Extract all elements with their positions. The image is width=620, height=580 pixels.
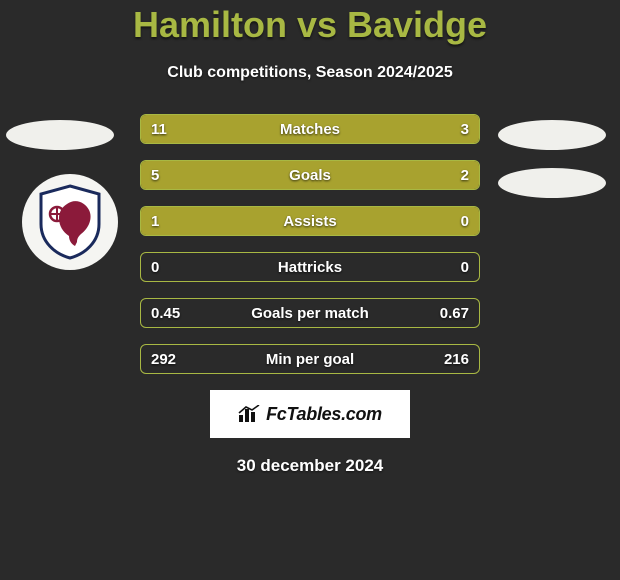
stat-label: Matches bbox=[141, 115, 479, 143]
right-value: 3 bbox=[461, 115, 469, 143]
stat-label: Min per goal bbox=[141, 345, 479, 373]
fctables-label: FcTables.com bbox=[266, 404, 382, 425]
bar-row: 5Goals2 bbox=[140, 160, 480, 190]
page-title: Hamilton vs Bavidge bbox=[0, 0, 620, 46]
comparison-chart: 11Matches35Goals21Assists00Hattricks00.4… bbox=[0, 114, 620, 374]
stat-label: Goals bbox=[141, 161, 479, 189]
bars-icon bbox=[238, 405, 260, 423]
bar-row: 1Assists0 bbox=[140, 206, 480, 236]
subtitle: Club competitions, Season 2024/2025 bbox=[0, 64, 620, 82]
bar-row: 0Hattricks0 bbox=[140, 252, 480, 282]
right-value: 2 bbox=[461, 161, 469, 189]
stat-label: Goals per match bbox=[141, 299, 479, 327]
team-tag-right-2 bbox=[498, 168, 606, 198]
bar-row: 11Matches3 bbox=[140, 114, 480, 144]
date-label: 30 december 2024 bbox=[0, 456, 620, 476]
bar-row: 292Min per goal216 bbox=[140, 344, 480, 374]
team-crest-left bbox=[22, 174, 118, 270]
shield-icon bbox=[37, 184, 103, 260]
team-tag-left bbox=[6, 120, 114, 150]
stat-label: Assists bbox=[141, 207, 479, 235]
right-value: 0 bbox=[461, 253, 469, 281]
fctables-badge: FcTables.com bbox=[210, 390, 410, 438]
right-value: 0 bbox=[461, 207, 469, 235]
right-value: 216 bbox=[444, 345, 469, 373]
bars-container: 11Matches35Goals21Assists00Hattricks00.4… bbox=[140, 114, 480, 374]
bar-row: 0.45Goals per match0.67 bbox=[140, 298, 480, 328]
stat-label: Hattricks bbox=[141, 253, 479, 281]
team-tag-right-1 bbox=[498, 120, 606, 150]
right-value: 0.67 bbox=[440, 299, 469, 327]
